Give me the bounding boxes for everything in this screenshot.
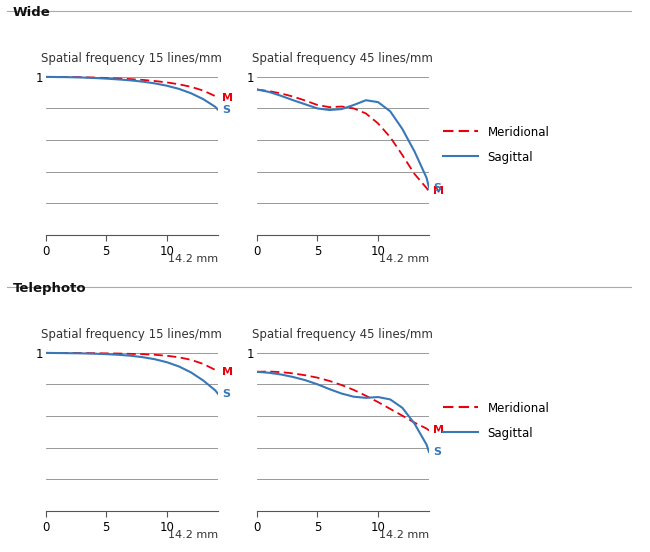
Text: 14.2 mm: 14.2 mm xyxy=(168,530,218,540)
Text: S: S xyxy=(433,183,441,193)
Text: M: M xyxy=(433,426,444,436)
Text: M: M xyxy=(222,367,233,377)
Text: 14.2 mm: 14.2 mm xyxy=(379,254,429,264)
Legend: Meridional, Sagittal: Meridional, Sagittal xyxy=(438,397,554,444)
Text: M: M xyxy=(433,186,444,196)
Text: 14.2 mm: 14.2 mm xyxy=(379,530,429,540)
Text: S: S xyxy=(222,104,230,114)
Text: M: M xyxy=(222,93,233,103)
Title: Spatial frequency 15 lines/mm: Spatial frequency 15 lines/mm xyxy=(41,52,222,65)
Text: Telephoto: Telephoto xyxy=(13,282,86,295)
Text: Wide: Wide xyxy=(13,6,51,19)
Text: S: S xyxy=(433,447,441,457)
Title: Spatial frequency 15 lines/mm: Spatial frequency 15 lines/mm xyxy=(41,328,222,341)
Title: Spatial frequency 45 lines/mm: Spatial frequency 45 lines/mm xyxy=(252,52,434,65)
Text: S: S xyxy=(222,389,230,399)
Title: Spatial frequency 45 lines/mm: Spatial frequency 45 lines/mm xyxy=(252,328,434,341)
Legend: Meridional, Sagittal: Meridional, Sagittal xyxy=(438,121,554,168)
Text: 14.2 mm: 14.2 mm xyxy=(168,254,218,264)
